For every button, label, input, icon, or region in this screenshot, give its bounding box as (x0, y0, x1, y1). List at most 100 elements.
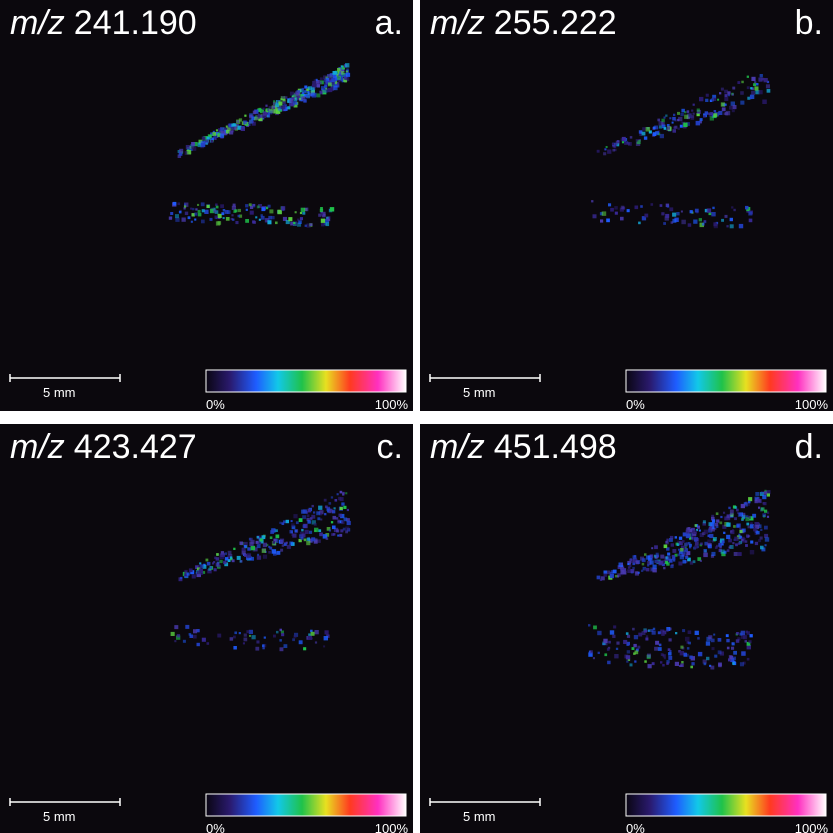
pixel (608, 641, 611, 644)
pixel (664, 545, 668, 549)
pixel (728, 539, 732, 543)
pixel (716, 545, 719, 548)
pixel (730, 530, 732, 532)
pixel (691, 117, 695, 121)
pixel (267, 114, 270, 117)
pixel (765, 537, 769, 541)
pixel (276, 631, 279, 634)
pixel (216, 206, 219, 209)
pixel (597, 631, 601, 635)
pixel (663, 654, 666, 657)
pixel (296, 521, 299, 524)
figure: m/z241.190a.5 mm0%100%m/z255.222b.5 mm0%… (0, 0, 833, 833)
pixel (606, 146, 608, 148)
pixel (672, 549, 676, 553)
panel-background (420, 0, 833, 411)
mz-value: 255.222 (494, 4, 617, 42)
pixel (230, 637, 234, 641)
pixel (306, 541, 310, 545)
pixel (301, 96, 305, 100)
pixel (672, 117, 676, 121)
pixel (651, 547, 653, 549)
pixel (284, 543, 287, 546)
pixel (270, 536, 273, 539)
pixel (280, 539, 284, 543)
pixel (216, 557, 220, 561)
pixel (718, 663, 722, 667)
pixel (726, 515, 729, 518)
pixel (690, 666, 693, 669)
pixel (231, 214, 233, 216)
pixel (600, 219, 603, 222)
pixel (706, 94, 709, 97)
pixel (668, 648, 671, 651)
pixel (627, 563, 629, 565)
pixel (331, 496, 333, 498)
pixel (675, 536, 677, 538)
pixel (663, 567, 665, 569)
pixel (241, 127, 245, 131)
pixel (673, 114, 675, 116)
pixel (189, 633, 192, 636)
pixel (766, 84, 770, 88)
pixel (622, 141, 624, 143)
pixel (321, 213, 324, 216)
pixel (323, 645, 325, 647)
pixel (651, 203, 654, 206)
pixel (337, 521, 340, 524)
colorbar-min: 0% (206, 397, 225, 412)
pixel (307, 91, 309, 93)
pixel (282, 522, 285, 525)
pixel (621, 563, 623, 565)
pixel (681, 211, 683, 213)
pixel (212, 132, 216, 136)
scale-label: 5 mm (43, 809, 76, 824)
pixel (344, 77, 347, 80)
pixel (324, 636, 328, 640)
pixel (246, 124, 248, 126)
pixel (588, 624, 590, 626)
pixel (278, 101, 282, 105)
pixel (686, 534, 690, 538)
pixel (761, 492, 763, 494)
pixel (654, 545, 658, 549)
pixel (250, 211, 254, 215)
pixel (760, 529, 762, 531)
pixel (738, 534, 740, 536)
pixel (261, 216, 265, 220)
pixel (213, 561, 215, 563)
pixel (225, 552, 228, 555)
pixel (289, 99, 293, 103)
pixel (663, 222, 666, 225)
pixel (219, 560, 222, 563)
panel-title: m/z255.222 (430, 4, 617, 42)
pixel (661, 632, 665, 636)
pixel (607, 150, 611, 154)
pixel (287, 545, 291, 549)
pixel (748, 526, 751, 529)
pixel (703, 553, 708, 558)
pixel (681, 661, 683, 663)
pixel (710, 666, 714, 670)
pixel (655, 641, 659, 645)
pixel (627, 569, 631, 573)
pixel (661, 212, 664, 215)
pixel (693, 220, 697, 224)
pixel (630, 663, 633, 666)
pixel (184, 204, 186, 206)
pixel (305, 530, 309, 534)
pixel (221, 212, 224, 215)
pixel (622, 137, 626, 141)
pixel (664, 117, 666, 119)
pixel (339, 514, 342, 517)
pixel (284, 644, 288, 648)
pixel (684, 543, 688, 547)
pixel (672, 555, 674, 557)
pixel (738, 552, 742, 556)
pixel (598, 652, 600, 654)
pixel (633, 644, 636, 647)
mz-prefix: m/z (430, 4, 485, 42)
pixel (603, 639, 607, 643)
pixel (616, 648, 618, 650)
